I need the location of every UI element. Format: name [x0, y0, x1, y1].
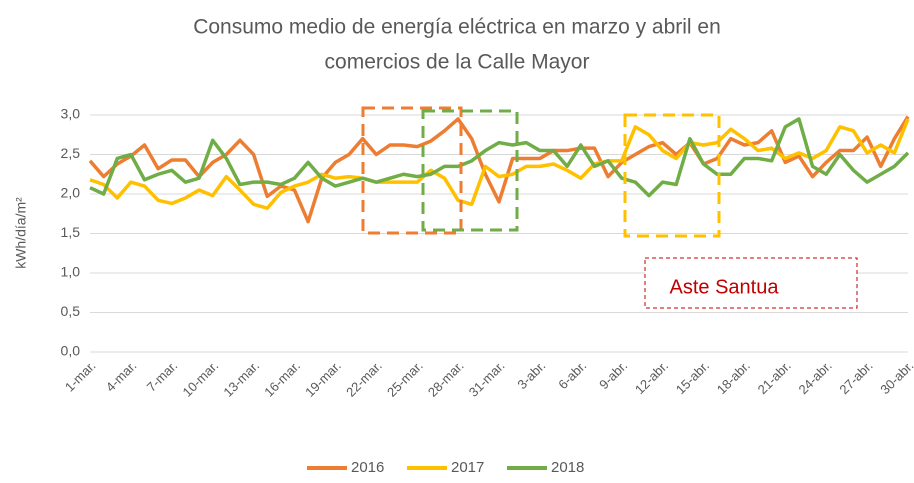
line-series	[88, 115, 910, 224]
annotation-box	[644, 257, 858, 309]
x-tick-label: 9-abr.	[596, 358, 630, 392]
x-tick-label: 6-abr.	[555, 358, 589, 392]
chart-title: Consumo medio de energía eléctrica en ma…	[193, 16, 721, 39]
line-series	[89, 117, 910, 198]
x-tick-label: 30-abr.	[877, 358, 914, 397]
legend-label: 2017	[451, 459, 484, 476]
x-tick-label: 18-abr.	[714, 358, 753, 397]
y-tick-label: 1,5	[61, 224, 81, 240]
x-tick-label: 28-mar.	[425, 358, 467, 400]
x-tick-label: 10-mar.	[179, 358, 221, 400]
highlight-box	[421, 109, 519, 232]
line-series	[89, 118, 910, 210]
x-tick-label: 1-mar.	[62, 358, 99, 395]
y-tick-label: 2,0	[61, 185, 81, 201]
x-tick-label: 15-abr.	[673, 358, 712, 397]
x-tick-label: 16-mar.	[261, 358, 303, 400]
chart-title: comercios de la Calle Mayor	[325, 51, 590, 74]
y-axis-label: kWh/día/m²	[13, 197, 29, 269]
highlight-box	[361, 106, 463, 235]
x-tick-label: 21-abr.	[755, 358, 794, 397]
x-tick-label: 12-abr.	[632, 358, 671, 397]
x-tick-label: 19-mar.	[302, 358, 344, 400]
y-tick-label: 3,0	[61, 106, 81, 122]
x-tick-label: 7-mar.	[144, 358, 181, 395]
x-tick-label: 4-mar.	[103, 358, 140, 395]
x-tick-label: 31-mar.	[466, 358, 508, 400]
legend-label: 2018	[551, 459, 584, 476]
y-tick-label: 0,0	[61, 343, 81, 359]
x-tick-label: 24-abr.	[796, 358, 835, 397]
x-tick-label: 13-mar.	[220, 358, 262, 400]
legend-label: 2016	[351, 459, 384, 476]
y-tick-label: 1,0	[61, 264, 81, 280]
annotation: Aste Santua	[670, 276, 780, 298]
highlight-box	[623, 113, 721, 238]
y-tick-label: 0,5	[61, 303, 81, 319]
plot-area: 0,00,51,01,52,02,53,01-mar. 4-mar. 7-mar. 1…	[61, 106, 914, 400]
x-tick-label: 27-abr.	[836, 358, 875, 397]
x-tick-label: 22-mar.	[343, 358, 385, 400]
x-tick-label: 25-mar.	[384, 358, 426, 400]
y-tick-label: 2,5	[61, 145, 81, 161]
x-tick-label: 3-abr.	[514, 358, 548, 392]
